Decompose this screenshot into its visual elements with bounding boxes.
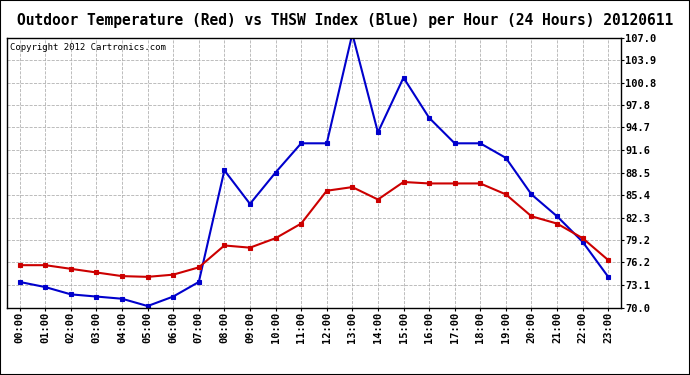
- Text: Copyright 2012 Cartronics.com: Copyright 2012 Cartronics.com: [10, 43, 166, 52]
- Text: Outdoor Temperature (Red) vs THSW Index (Blue) per Hour (24 Hours) 20120611: Outdoor Temperature (Red) vs THSW Index …: [17, 13, 673, 28]
